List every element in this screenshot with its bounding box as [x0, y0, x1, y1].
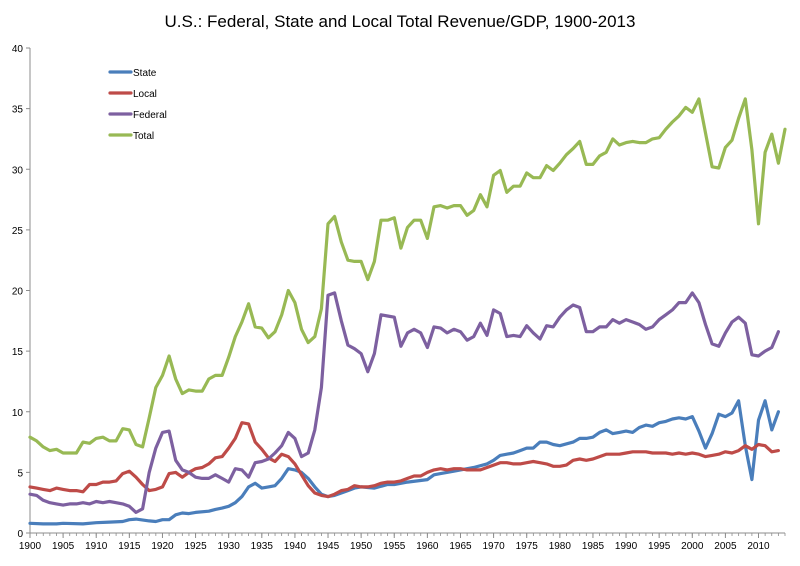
legend-label-total: Total — [133, 131, 154, 142]
y-tick-label: 15 — [12, 347, 24, 358]
axes: 0 5 10 15 20 25 30 35 40 1900 1905 1910 1915 1920 1925… — [12, 44, 786, 552]
x-tick-label: 1925 — [184, 541, 207, 552]
y-tick-label: 10 — [12, 408, 24, 419]
series-line-total — [28, 97, 787, 455]
x-tick-label: 1935 — [251, 541, 274, 552]
x-tick-label: 1980 — [549, 541, 572, 552]
x-tick-label: 1955 — [383, 541, 406, 552]
series-line-state — [28, 399, 780, 526]
x-tick-label: 1995 — [648, 541, 671, 552]
x-tick-label: 1985 — [582, 541, 605, 552]
x-tick-label: 1920 — [151, 541, 174, 552]
x-tick-label: 1930 — [218, 541, 241, 552]
x-tick-label: 1990 — [615, 541, 638, 552]
y-tick-label: 40 — [12, 44, 24, 55]
y-tick-label: 20 — [12, 287, 24, 298]
series-line-local — [28, 421, 780, 499]
legend-label-state: State — [133, 68, 157, 79]
x-tick-label: 1965 — [449, 541, 472, 552]
y-tick-label: 35 — [12, 105, 24, 116]
x-tick-label: 2010 — [747, 541, 770, 552]
x-tick-label: 1915 — [118, 541, 141, 552]
y-tick-label: 30 — [12, 165, 24, 176]
x-tick-label: 1970 — [482, 541, 505, 552]
x-tick-label: 2005 — [714, 541, 737, 552]
x-tick-label: 2000 — [681, 541, 704, 552]
legend: State Local Federal Total — [108, 68, 167, 142]
x-tick-label: 1940 — [284, 541, 307, 552]
series-line-federal — [28, 291, 780, 514]
series-layer — [28, 97, 787, 526]
x-tick-label: 1975 — [516, 541, 539, 552]
legend-label-local: Local — [133, 89, 157, 100]
y-tick-label: 25 — [12, 226, 24, 237]
x-tick-label: 1950 — [350, 541, 373, 552]
x-tick-label: 1960 — [416, 541, 439, 552]
x-tick-label: 1945 — [317, 541, 340, 552]
chart-title: U.S.: Federal, State and Local Total Rev… — [165, 12, 636, 31]
y-tick-label: 5 — [17, 468, 23, 479]
x-tick-label: 1900 — [19, 541, 42, 552]
y-tick-label: 0 — [17, 529, 23, 540]
x-tick-label: 1910 — [85, 541, 108, 552]
legend-label-federal: Federal — [133, 110, 167, 121]
x-tick-label: 1905 — [52, 541, 75, 552]
